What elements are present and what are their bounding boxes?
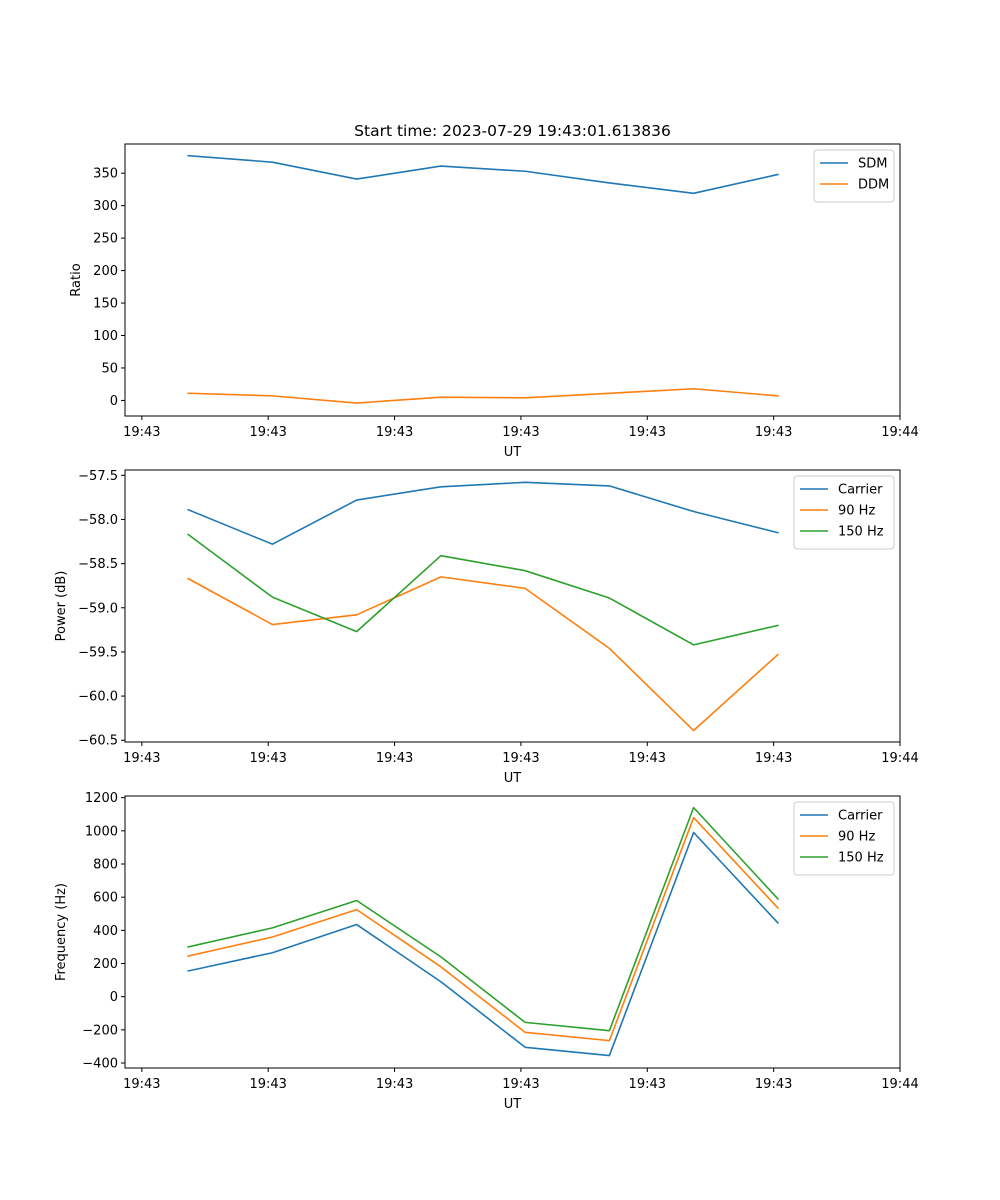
ratio-y-tick-label: 350 bbox=[93, 167, 118, 182]
ratio-legend-label-ddm: DDM bbox=[858, 178, 889, 193]
ratio-legend: SDM DDM bbox=[813, 149, 895, 203]
ratio-x-axis-label: UT bbox=[504, 445, 522, 460]
power-x-tick-label: 19:43 bbox=[502, 751, 539, 766]
power-x-tick-label: 19:44 bbox=[881, 751, 918, 766]
frequency-legend: Carrier 90 Hz 150 Hz bbox=[793, 801, 895, 876]
ratio-panel: 19:43 19:43 19:43 19:43 19:43 19:43 19:44 0 50 10… bbox=[69, 143, 919, 460]
power-y-tick-label: −58.0 bbox=[78, 513, 118, 528]
frequency-panel: 19:43 19:43 19:43 19:43 19:43 19:43 19:44 −400 −… bbox=[54, 791, 919, 1112]
ratio-y-tick-label: 300 bbox=[93, 199, 118, 214]
frequency-legend-label-150-hz: 150 Hz bbox=[838, 851, 884, 866]
power-legend-label-150-hz: 150 Hz bbox=[838, 525, 884, 540]
frequency-x-tick-label: 19:43 bbox=[123, 1077, 160, 1092]
ratio-x-tick-label: 19:43 bbox=[755, 425, 792, 440]
ratio-series-sdm-line bbox=[187, 154, 779, 195]
frequency-series-carrier-line bbox=[187, 831, 779, 1057]
ratio-y-tick-label: 150 bbox=[93, 297, 118, 312]
ratio-y-tick-label: 100 bbox=[93, 329, 118, 344]
frequency-y-tick-label: −200 bbox=[82, 1023, 118, 1038]
power-legend-label-90-hz: 90 Hz bbox=[838, 504, 875, 519]
ratio-y-tick-label: 250 bbox=[93, 232, 118, 247]
ratio-y-tick-label: 0 bbox=[110, 394, 118, 409]
ratio-legend-label-sdm: SDM bbox=[858, 157, 887, 172]
frequency-y-tick-label: 1200 bbox=[85, 791, 118, 806]
power-y-tick-label: −58.5 bbox=[78, 557, 118, 572]
frequency-y-tick-label: 0 bbox=[110, 990, 118, 1005]
frequency-x-tick-label: 19:44 bbox=[881, 1077, 918, 1092]
power-series-150-hz-line bbox=[187, 533, 779, 646]
ratio-x-tick-label: 19:43 bbox=[629, 425, 666, 440]
frequency-series-90-hz-line bbox=[187, 816, 779, 1042]
power-y-tick-label: −57.5 bbox=[78, 469, 118, 484]
frequency-plot-frame bbox=[124, 795, 901, 1069]
power-x-tick-label: 19:43 bbox=[376, 751, 413, 766]
power-y-tick-label: −59.5 bbox=[78, 645, 118, 660]
power-series-90-hz-line bbox=[187, 576, 779, 732]
power-x-tick-label: 19:43 bbox=[629, 751, 666, 766]
power-x-tick-label: 19:43 bbox=[249, 751, 286, 766]
ratio-series-ddm-line bbox=[187, 387, 779, 404]
ratio-y-axis-label: Ratio bbox=[69, 263, 84, 296]
ratio-y-tick-label: 200 bbox=[93, 264, 118, 279]
power-legend: Carrier 90 Hz 150 Hz bbox=[793, 475, 895, 550]
ratio-y-tick-label: 50 bbox=[101, 361, 118, 376]
frequency-legend-label-carrier: Carrier bbox=[838, 809, 883, 824]
ratio-x-tick-label: 19:44 bbox=[881, 425, 918, 440]
frequency-y-tick-label: 800 bbox=[93, 858, 118, 873]
ratio-x-tick-label: 19:43 bbox=[502, 425, 539, 440]
frequency-y-axis-label: Frequency (Hz) bbox=[54, 883, 69, 981]
power-plot-frame bbox=[124, 469, 901, 743]
power-legend-label-carrier: Carrier bbox=[838, 483, 883, 498]
frequency-y-tick-label: 600 bbox=[93, 891, 118, 906]
frequency-y-tick-label: 200 bbox=[93, 957, 118, 972]
ratio-plot-frame bbox=[124, 143, 901, 417]
frequency-x-tick-label: 19:43 bbox=[755, 1077, 792, 1092]
ratio-x-tick-label: 19:43 bbox=[123, 425, 160, 440]
frequency-y-tick-label: 400 bbox=[93, 924, 118, 939]
frequency-x-tick-label: 19:43 bbox=[376, 1077, 413, 1092]
power-panel: 19:43 19:43 19:43 19:43 19:43 19:43 19:44 −60.5… bbox=[54, 469, 919, 786]
power-y-tick-label: −59.0 bbox=[78, 601, 118, 616]
frequency-x-tick-label: 19:43 bbox=[629, 1077, 666, 1092]
power-x-tick-label: 19:43 bbox=[755, 751, 792, 766]
frequency-y-tick-label: −400 bbox=[82, 1057, 118, 1072]
frequency-x-tick-label: 19:43 bbox=[249, 1077, 286, 1092]
figure-title: Start time: 2023-07-29 19:43:01.613836 bbox=[354, 122, 671, 140]
ratio-x-tick-label: 19:43 bbox=[249, 425, 286, 440]
frequency-series-150-hz-line bbox=[187, 806, 779, 1032]
frequency-x-tick-label: 19:43 bbox=[502, 1077, 539, 1092]
power-y-tick-label: −60.0 bbox=[78, 690, 118, 705]
ratio-x-tick-label: 19:43 bbox=[376, 425, 413, 440]
power-series-carrier-line bbox=[187, 481, 779, 545]
power-x-axis-label: UT bbox=[504, 771, 522, 786]
frequency-y-tick-label: 1000 bbox=[85, 824, 118, 839]
power-y-axis-label: Power (dB) bbox=[54, 571, 69, 642]
frequency-x-axis-label: UT bbox=[504, 1097, 522, 1112]
frequency-legend-label-90-hz: 90 Hz bbox=[838, 830, 875, 845]
power-y-tick-label: −60.5 bbox=[78, 734, 118, 749]
power-x-tick-label: 19:43 bbox=[123, 751, 160, 766]
